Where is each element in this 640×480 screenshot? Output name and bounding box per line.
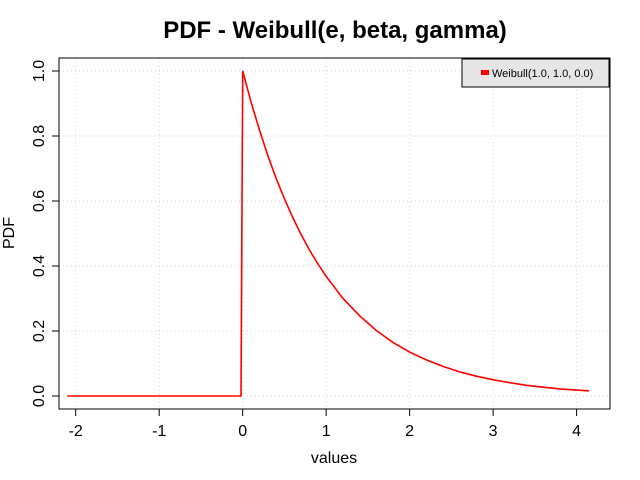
y-tick-label-3: 0.6 (31, 190, 48, 212)
x-tick-label-4: 2 (405, 423, 414, 440)
y-tick-label-0: 0.0 (31, 385, 48, 407)
y-tick-label-5: 1.0 (31, 60, 48, 82)
y-axis-label: PDF (1, 217, 18, 249)
legend-label-0: Weibull(1.0, 1.0, 0.0) (492, 68, 593, 80)
series-layer (67, 70, 590, 397)
legend-swatch-0 (481, 70, 489, 75)
x-axis: -2 -1 0 1 2 3 4 (69, 408, 581, 440)
series-line-0 (67, 70, 590, 397)
plot-frame (58, 57, 611, 410)
chart-title: PDF - Weibull(e, beta, gamma) (163, 17, 507, 44)
grid (59, 58, 610, 409)
y-tick-label-2: 0.4 (31, 255, 48, 277)
y-tick-label-1: 0.2 (31, 320, 48, 342)
x-tick-label-1: -1 (152, 423, 166, 440)
x-tick-label-5: 3 (489, 423, 498, 440)
legend[interactable]: Weibull(1.0, 1.0, 0.0) (461, 58, 610, 88)
x-axis-label: values (311, 450, 357, 467)
x-tick-label-0: -2 (69, 423, 83, 440)
x-tick-label-3: 1 (322, 423, 331, 440)
x-tick-label-2: 0 (238, 423, 247, 440)
x-tick-label-6: 4 (572, 423, 581, 440)
y-tick-label-4: 0.8 (31, 125, 48, 147)
y-axis: 0.0 0.2 0.4 0.6 0.8 1.0 (31, 60, 60, 407)
